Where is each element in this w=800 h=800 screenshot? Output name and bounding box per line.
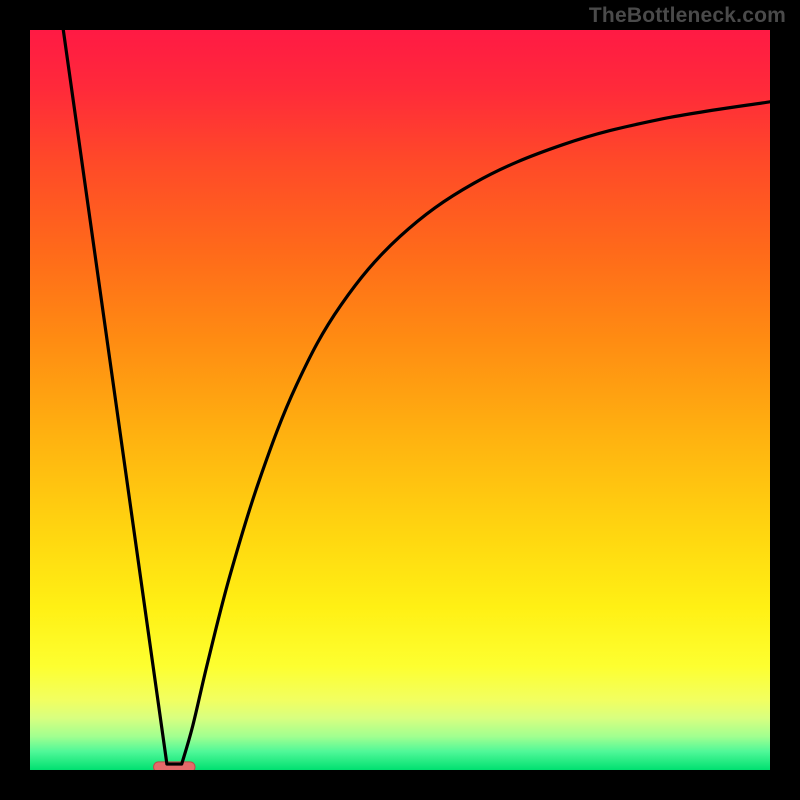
plot-area <box>30 30 770 772</box>
bottleneck-chart <box>0 0 800 800</box>
plot-background <box>30 30 770 770</box>
chart-container: TheBottleneck.com <box>0 0 800 800</box>
watermark-label: TheBottleneck.com <box>589 4 786 28</box>
